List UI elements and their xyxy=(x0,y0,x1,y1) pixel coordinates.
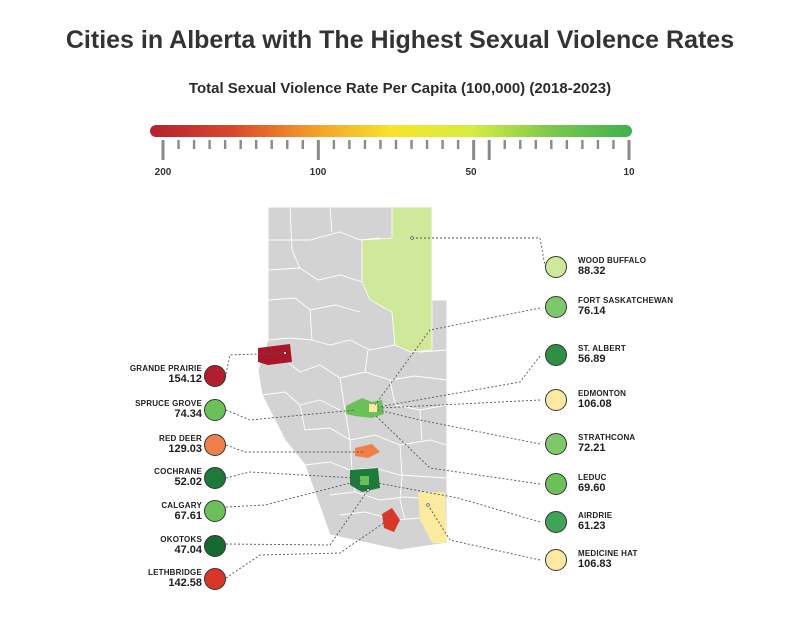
city-name: EDMONTON xyxy=(578,389,627,398)
city-name: SPRUCE GROVE xyxy=(135,399,202,408)
city-circle-medicine-hat xyxy=(545,549,567,571)
city-name: COCHRANE xyxy=(154,467,202,476)
city-label-st-albert: ST. ALBERT 56.89 xyxy=(578,345,626,365)
city-circle-leduc xyxy=(545,473,567,495)
city-name: OKOTOKS xyxy=(160,535,202,544)
city-label-calgary: CALGARY 67.61 xyxy=(90,502,202,522)
city-circle-red-deer xyxy=(204,434,226,456)
scale-ticks xyxy=(161,140,631,160)
city-name: FORT SASKATCHEWAN xyxy=(578,296,674,305)
city-label-edmonton: EDMONTON 106.08 xyxy=(578,390,626,410)
city-circle-calgary xyxy=(204,500,226,522)
city-value: 142.58 xyxy=(168,577,202,589)
scale-tick-label: 10 xyxy=(623,167,635,178)
city-label-wood-buffalo: WOOD BUFFALO 88.32 xyxy=(578,257,646,277)
region-edmonton-area xyxy=(346,398,384,418)
city-label-spruce-grove: SPRUCE GROVE 74.34 xyxy=(90,400,202,420)
city-circle-airdrie xyxy=(545,511,567,533)
map-title: Cities in Alberta with The Highest Sexua… xyxy=(65,26,735,54)
city-circle-cochrane xyxy=(204,467,226,489)
city-value: 67.61 xyxy=(174,510,202,522)
city-value: 47.04 xyxy=(174,544,202,556)
city-label-cochrane: COCHRANE 52.02 xyxy=(90,468,202,488)
city-value: 69.60 xyxy=(578,482,606,494)
city-label-strathcona: STRATHCONA 72.21 xyxy=(578,434,635,454)
city-label-red-deer: RED DEER 129.03 xyxy=(90,435,202,455)
city-value: 106.08 xyxy=(578,398,612,410)
city-label-lethbridge: LETHBRIDGE 142.58 xyxy=(90,569,202,589)
city-name: LEDUC xyxy=(578,473,607,482)
city-value: 72.21 xyxy=(578,442,606,454)
city-name: AIRDRIE xyxy=(578,511,613,520)
city-name: MEDICINE HAT xyxy=(578,549,638,558)
map-subtitle: Total Sexual Violence Rate Per Capita (1… xyxy=(188,80,612,97)
region-calgary xyxy=(360,476,369,485)
city-name: WOOD BUFFALO xyxy=(578,256,647,265)
municipal-boundaries xyxy=(261,206,448,521)
scale-tick-label: 200 xyxy=(154,167,172,178)
city-value: 106.83 xyxy=(578,558,612,570)
city-label-fort-saskatchewan: FORT SASKATCHEWAN 76.14 xyxy=(578,297,673,317)
region-red-deer xyxy=(355,444,380,458)
city-circle-st-albert xyxy=(545,344,567,366)
region-medicine-hat xyxy=(418,492,447,543)
city-value: 61.23 xyxy=(578,520,606,532)
region-wood-buffalo xyxy=(361,206,433,353)
city-label-grande-prairie: GRANDE PRAIRIE 154.12 xyxy=(90,365,202,385)
city-circle-strathcona xyxy=(545,433,567,455)
city-label-okotoks: OKOTOKS 47.04 xyxy=(90,536,202,556)
leader-lines xyxy=(225,237,546,579)
scale-tick-label: 100 xyxy=(309,167,327,178)
city-name: STRATHCONA xyxy=(578,433,636,442)
city-circle-edmonton xyxy=(545,389,567,411)
city-value: 154.12 xyxy=(168,373,202,385)
city-circle-spruce-grove xyxy=(204,399,226,421)
city-name: GRANDE PRAIRIE xyxy=(129,364,202,373)
city-value: 129.03 xyxy=(168,443,202,455)
region-lethbridge xyxy=(382,508,400,532)
city-label-leduc: LEDUC 69.60 xyxy=(578,474,607,494)
city-value: 88.32 xyxy=(578,265,606,277)
city-circle-okotoks xyxy=(204,535,226,557)
region-grande-prairie xyxy=(258,344,292,365)
city-circle-lethbridge xyxy=(204,568,226,590)
city-label-airdrie: AIRDRIE 61.23 xyxy=(578,512,612,532)
color-scale-bar xyxy=(150,125,632,137)
city-name: RED DEER xyxy=(159,434,202,443)
city-name: ST. ALBERT xyxy=(578,344,626,353)
city-value: 52.02 xyxy=(174,476,202,488)
city-circle-fort-saskatchewan xyxy=(545,296,567,318)
city-name: CALGARY xyxy=(161,501,202,510)
city-circle-grande-prairie xyxy=(204,365,226,387)
region-edmonton xyxy=(369,404,377,412)
city-name: LETHBRIDGE xyxy=(148,568,202,577)
city-value: 76.14 xyxy=(578,305,606,317)
city-circle-wood-buffalo xyxy=(545,256,567,278)
scale-tick-label: 50 xyxy=(465,167,477,178)
city-value: 74.34 xyxy=(174,408,202,420)
city-value: 56.89 xyxy=(578,353,606,365)
city-label-medicine-hat: MEDICINE HAT 106.83 xyxy=(578,550,638,570)
city-markers xyxy=(283,236,430,507)
